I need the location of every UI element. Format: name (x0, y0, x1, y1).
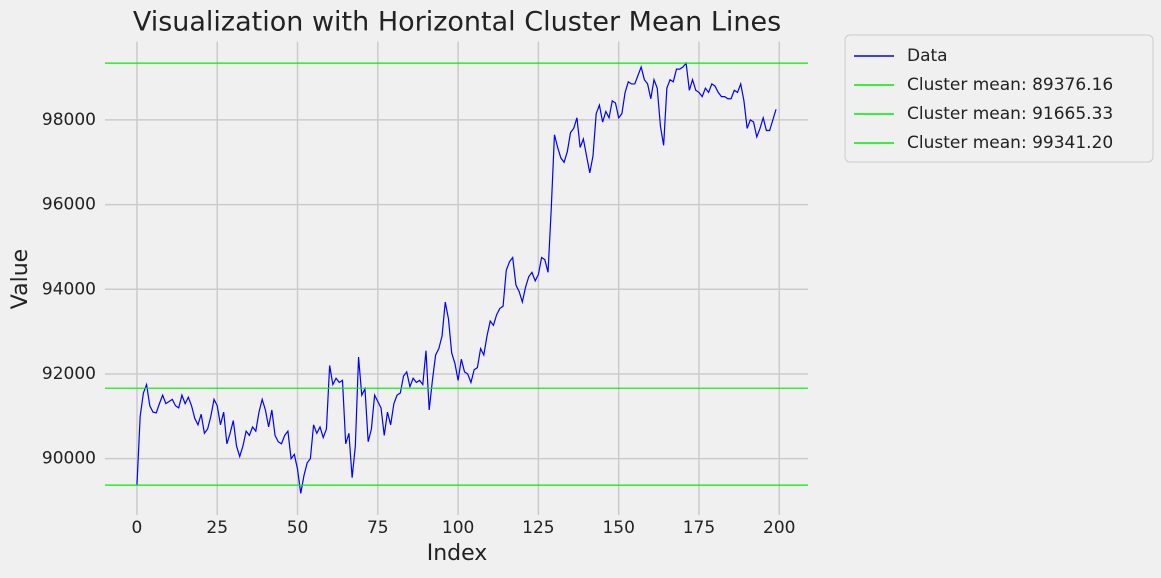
x-tick-label: 0 (132, 518, 143, 538)
x-tick-label: 50 (287, 518, 309, 538)
legend-label: Cluster mean: 91665.33 (907, 104, 1113, 124)
y-tick-label: 96000 (42, 195, 96, 215)
x-tick-label: 125 (522, 518, 554, 538)
y-tick-label: 98000 (42, 110, 96, 130)
y-axis-label: Value (8, 249, 33, 309)
chart-title: Visualization with Horizontal Cluster Me… (133, 7, 781, 38)
y-tick-label: 92000 (42, 364, 96, 384)
legend-label: Data (907, 46, 948, 66)
x-tick-label: 200 (763, 518, 795, 538)
legend-label: Cluster mean: 89376.16 (907, 75, 1113, 95)
x-axis-label: Index (427, 541, 488, 566)
y-tick-label: 90000 (42, 449, 96, 469)
legend-label: Cluster mean: 99341.20 (907, 133, 1113, 153)
data-line (136, 61, 777, 494)
x-tick-label: 175 (683, 518, 715, 538)
x-tick-label: 25 (206, 518, 228, 538)
x-tick-label: 100 (442, 518, 474, 538)
legend-box (844, 34, 1154, 163)
y-tick-label: 94000 (42, 279, 96, 299)
x-tick-label: 75 (367, 518, 389, 538)
x-tick-label: 150 (602, 518, 634, 538)
